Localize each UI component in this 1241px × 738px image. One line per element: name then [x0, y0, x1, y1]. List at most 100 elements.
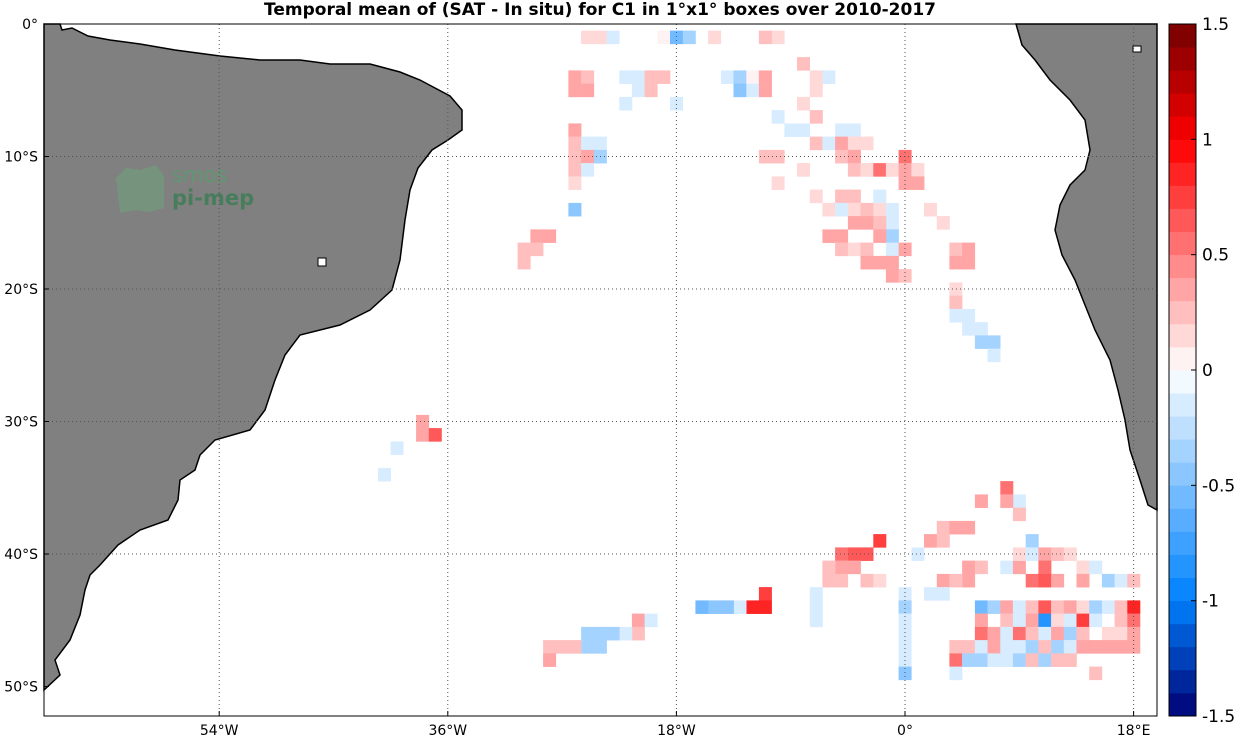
- data-cell: [949, 282, 963, 296]
- data-cell: [593, 626, 607, 641]
- data-cell: [873, 573, 887, 588]
- data-cell: [1101, 640, 1115, 654]
- data-cell: [1101, 626, 1115, 641]
- colorbar-segment: [1169, 692, 1196, 717]
- logo-emblem: [116, 165, 164, 213]
- colorbar-segment: [1169, 254, 1196, 279]
- y-tick-label: 10°S: [4, 150, 38, 166]
- data-cell: [949, 653, 963, 667]
- data-cell: [987, 653, 1001, 667]
- data-cell: [949, 573, 963, 588]
- data-cell: [974, 600, 988, 614]
- data-cell: [898, 626, 912, 641]
- data-cell: [1000, 560, 1014, 575]
- data-cell: [835, 229, 849, 243]
- data-cell: [771, 110, 785, 124]
- data-cell: [1114, 573, 1128, 588]
- data-cell: [936, 587, 950, 601]
- y-tick-label: 30°S: [4, 415, 38, 431]
- data-cell: [911, 176, 925, 190]
- data-cell: [873, 255, 887, 270]
- data-cell: [797, 96, 810, 111]
- colorbar: [1168, 23, 1197, 717]
- data-cell: [619, 626, 633, 641]
- data-cell: [517, 255, 531, 270]
- colorbar-segment: [1169, 554, 1196, 578]
- data-cell: [885, 202, 899, 217]
- data-cell: [809, 110, 823, 124]
- data-cell: [568, 176, 582, 190]
- data-cell-layer: [378, 30, 1141, 681]
- data-cell: [1051, 613, 1065, 628]
- data-cell: [568, 202, 582, 217]
- data-cell: [962, 308, 976, 323]
- data-cell: [530, 242, 544, 257]
- data-cell: [974, 560, 988, 575]
- africa-landmass: [1015, 23, 1158, 512]
- data-cell: [581, 149, 595, 164]
- data-cell: [517, 242, 531, 257]
- data-cell: [1012, 626, 1026, 641]
- data-cell: [949, 520, 963, 535]
- data-cell: [974, 494, 988, 508]
- data-cell: [873, 216, 887, 230]
- data-cell: [873, 534, 887, 548]
- map-title: Temporal mean of (SAT - In situ) for C1 …: [264, 0, 936, 20]
- colorbar-tick-label: -0.5: [1202, 476, 1235, 496]
- data-cell: [1012, 600, 1026, 614]
- data-cell: [1063, 613, 1077, 628]
- colorbar-tick-label: 1: [1202, 130, 1213, 150]
- colorbar-tick-label: 0.5: [1202, 246, 1229, 266]
- data-cell: [733, 70, 747, 84]
- data-cell: [860, 242, 874, 257]
- data-cell: [1051, 653, 1065, 667]
- data-cell: [987, 335, 1001, 349]
- data-cell: [1114, 640, 1128, 654]
- data-cell: [898, 587, 912, 601]
- data-cell: [758, 83, 772, 98]
- data-cell: [1012, 547, 1026, 561]
- data-cell: [416, 414, 430, 429]
- data-cell: [581, 626, 595, 641]
- colorbar-segment: [1169, 508, 1196, 532]
- data-cell: [860, 255, 874, 270]
- x-tick-label: 36°W: [428, 723, 467, 738]
- data-cell: [987, 348, 1001, 363]
- data-cell: [1063, 600, 1077, 614]
- data-cell: [568, 163, 582, 177]
- data-cell: [974, 626, 988, 641]
- colorbar-segment: [1169, 24, 1196, 48]
- data-cell: [1127, 626, 1141, 641]
- data-cell: [1038, 653, 1052, 667]
- data-cell: [708, 600, 722, 614]
- data-cell: [949, 640, 963, 654]
- data-cell: [797, 163, 810, 177]
- data-cell: [885, 269, 899, 283]
- colorbar-segment: [1169, 70, 1196, 94]
- data-cell: [885, 163, 899, 177]
- data-cell: [974, 322, 988, 336]
- data-cell: [962, 640, 976, 654]
- colorbar-segment: [1169, 323, 1196, 348]
- data-cell: [949, 666, 963, 681]
- data-cell: [644, 83, 658, 98]
- data-cell: [949, 308, 963, 323]
- x-tick-label: 18°W: [657, 723, 696, 738]
- data-cell: [924, 202, 937, 217]
- data-cell: [1012, 613, 1026, 628]
- data-cell: [568, 83, 582, 98]
- data-cell: [898, 176, 912, 190]
- data-cell: [835, 149, 849, 164]
- data-cell: [1076, 613, 1090, 628]
- data-cell: [949, 255, 963, 270]
- data-cell: [530, 229, 544, 243]
- data-cell: [428, 428, 442, 442]
- data-cell: [873, 202, 887, 217]
- data-cell: [898, 269, 912, 283]
- data-cell: [644, 70, 658, 84]
- data-cell: [936, 534, 950, 548]
- y-tick-label: 0°: [22, 17, 38, 33]
- data-cell: [911, 547, 925, 561]
- data-cell: [758, 600, 772, 614]
